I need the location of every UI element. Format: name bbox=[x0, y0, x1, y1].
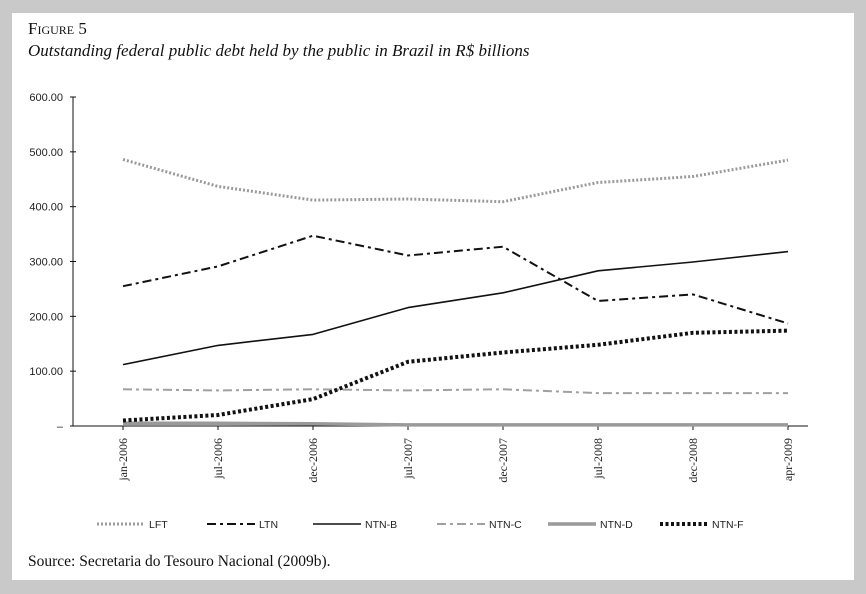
y-tick-label: 500.00 bbox=[29, 147, 63, 159]
series-line-ltn bbox=[122, 234, 789, 325]
figure-frame: Figure 5 Outstanding federal public debt… bbox=[12, 13, 854, 580]
x-tick-label: dec-2007 bbox=[496, 438, 510, 483]
x-tick-label: jul-2006 bbox=[211, 438, 225, 480]
x-tick-label: dec-2008 bbox=[686, 438, 700, 483]
y-tick-label: 400.00 bbox=[29, 202, 63, 214]
x-tick-label: apr-2009 bbox=[781, 438, 795, 481]
legend-label-lft: LFT bbox=[149, 519, 168, 531]
legend-label-ntn-d: NTN-D bbox=[600, 519, 633, 531]
legend-label-ntn-b: NTN-B bbox=[365, 519, 397, 531]
figure-label: Figure 5 bbox=[28, 19, 87, 38]
legend-label-ntn-c: NTN-C bbox=[489, 519, 522, 531]
x-tick-label: jul-2007 bbox=[401, 438, 415, 480]
x-tick-label: jan-2006 bbox=[116, 438, 130, 482]
y-tick-label: 300.00 bbox=[29, 257, 63, 269]
legend-label-ltn: LTN bbox=[259, 519, 278, 531]
y-tick-label: 200.00 bbox=[29, 311, 63, 323]
series-line-ntn-f bbox=[122, 328, 789, 423]
y-tick-label: 600.00 bbox=[29, 92, 63, 104]
series-line-ntn-d bbox=[123, 421, 788, 427]
figure-source: Source: Secretaria do Tesouro Nacional (… bbox=[28, 553, 331, 570]
series-line-ntn-c bbox=[122, 388, 788, 395]
x-tick-label: jul-2008 bbox=[591, 438, 605, 480]
y-tick-label: 100.00 bbox=[29, 366, 63, 378]
figure-title: Outstanding federal public debt held by … bbox=[28, 41, 530, 60]
series-line-lft bbox=[122, 158, 789, 204]
y-tick-label: – bbox=[57, 421, 64, 433]
series-line-ntn-b bbox=[122, 250, 789, 366]
legend-label-ntn-f: NTN-F bbox=[712, 519, 744, 531]
x-tick-label: dec-2006 bbox=[306, 438, 320, 483]
